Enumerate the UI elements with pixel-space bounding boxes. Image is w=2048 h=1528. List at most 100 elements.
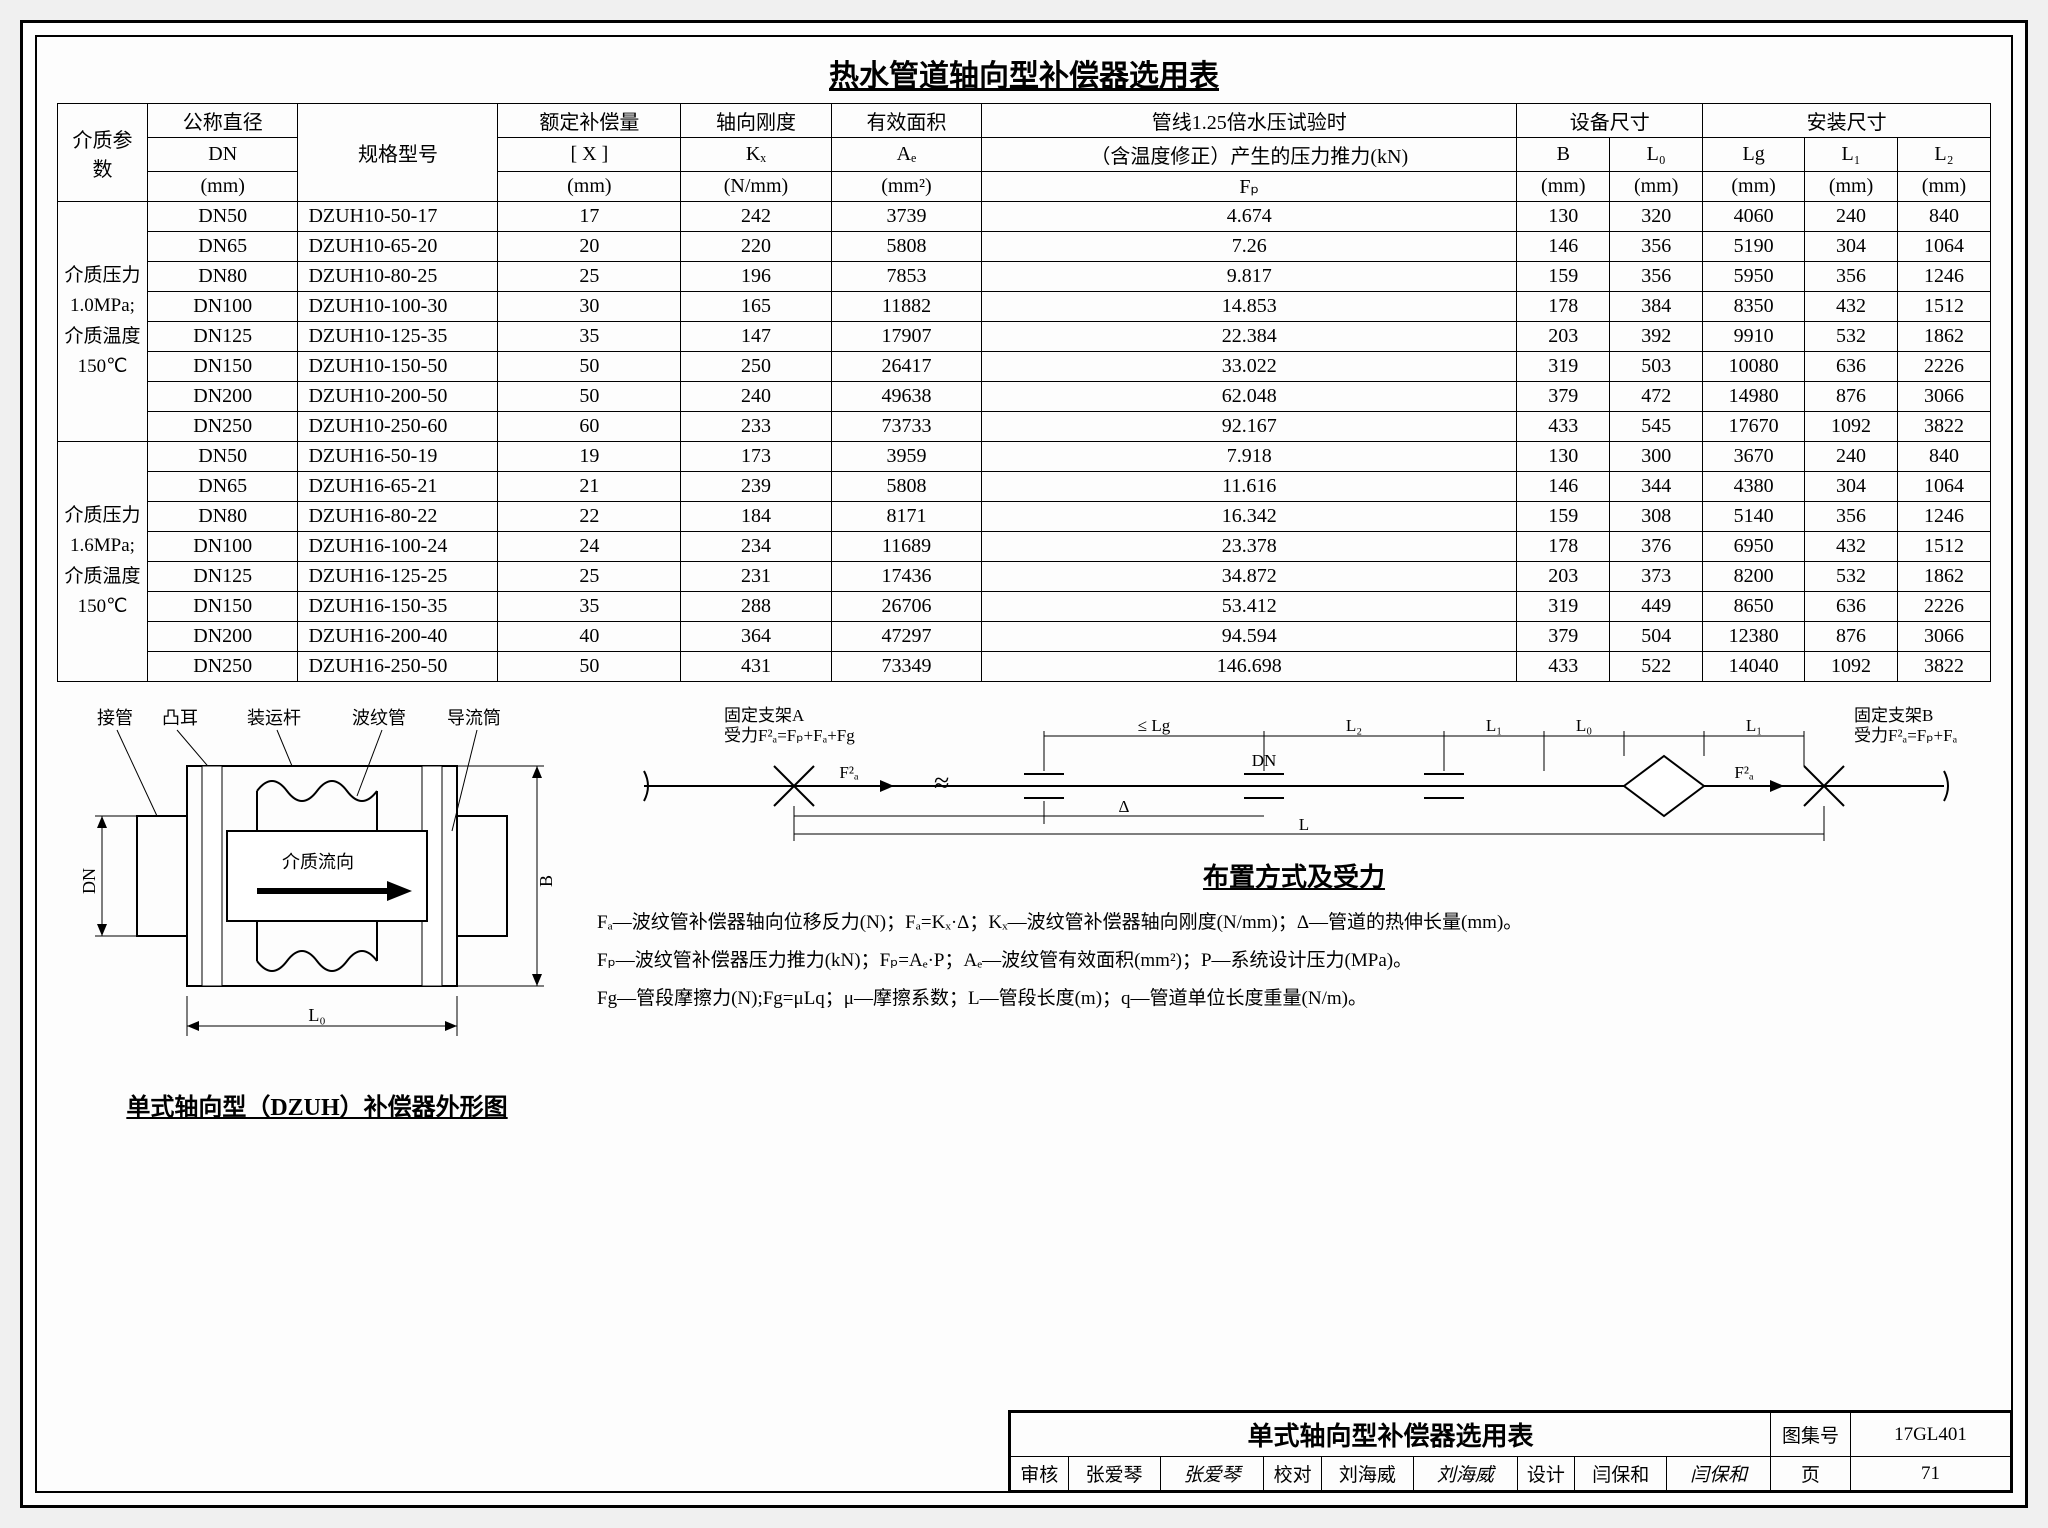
col-L0: L₀ xyxy=(1610,138,1703,172)
cell-dn: DN200 xyxy=(148,382,298,412)
tb-check: 校对 xyxy=(1264,1457,1322,1491)
cell-lg: 17670 xyxy=(1703,412,1805,442)
cell-ae: 11882 xyxy=(831,292,981,322)
cell-ae: 11689 xyxy=(831,532,981,562)
cell-l2: 1512 xyxy=(1898,532,1991,562)
svg-text:≤ Lg: ≤ Lg xyxy=(1138,716,1171,735)
cell-b: 130 xyxy=(1517,202,1610,232)
cell-fp: 146.698 xyxy=(982,652,1517,682)
cell-b: 130 xyxy=(1517,442,1610,472)
cell-kx: 147 xyxy=(681,322,831,352)
cell-l0: 308 xyxy=(1610,502,1703,532)
cell-l0: 504 xyxy=(1610,622,1703,652)
cell-model: DZUH10-150-50 xyxy=(298,352,498,382)
tb-checker: 刘海威 xyxy=(1321,1457,1413,1491)
cell-l1: 304 xyxy=(1805,472,1898,502)
cell-x: 17 xyxy=(498,202,681,232)
cell-ae: 26706 xyxy=(831,592,981,622)
col-area-unit: (mm²) xyxy=(831,172,981,202)
cell-model: DZUH10-100-30 xyxy=(298,292,498,322)
group-label: 介质压力1.0MPa;介质温度150℃ xyxy=(58,202,148,442)
tb-page: 71 xyxy=(1851,1457,2011,1491)
cell-model: DZUH16-200-40 xyxy=(298,622,498,652)
table-row: DN150DZUH10-150-50502502641733.022319503… xyxy=(58,352,1991,382)
cell-x: 50 xyxy=(498,382,681,412)
cell-dn: DN250 xyxy=(148,652,298,682)
cell-kx: 364 xyxy=(681,622,831,652)
cell-fp: 16.342 xyxy=(982,502,1517,532)
dim-L0: L₀ xyxy=(308,1005,325,1025)
cell-ae: 49638 xyxy=(831,382,981,412)
cell-l1: 876 xyxy=(1805,622,1898,652)
cell-x: 40 xyxy=(498,622,681,652)
tb-drawno-label: 图集号 xyxy=(1771,1413,1851,1457)
col-B: B xyxy=(1517,138,1610,172)
compensator-diagram: 接管 凸耳 装运杆 波纹管 导流筒 xyxy=(57,696,577,1122)
cell-fp: 53.412 xyxy=(982,592,1517,622)
cell-dn: DN80 xyxy=(148,262,298,292)
col-L2-unit: (mm) xyxy=(1898,172,1991,202)
cell-b: 379 xyxy=(1517,382,1610,412)
cell-ae: 5808 xyxy=(831,232,981,262)
cell-l2: 1862 xyxy=(1898,322,1991,352)
cell-b: 319 xyxy=(1517,352,1610,382)
tb-reviewer: 张爱琴 xyxy=(1068,1457,1160,1491)
svg-text:L: L xyxy=(1299,815,1309,834)
cell-kx: 234 xyxy=(681,532,831,562)
cell-x: 21 xyxy=(498,472,681,502)
cell-x: 22 xyxy=(498,502,681,532)
cell-model: DZUH10-65-20 xyxy=(298,232,498,262)
cell-kx: 240 xyxy=(681,382,831,412)
cell-model: DZUH10-250-60 xyxy=(298,412,498,442)
svg-text:≈: ≈ xyxy=(934,768,949,799)
tb-main: 单式轴向型补偿器选用表 xyxy=(1011,1413,1771,1457)
col-L0-unit: (mm) xyxy=(1610,172,1703,202)
cell-dn: DN150 xyxy=(148,352,298,382)
cell-l0: 392 xyxy=(1610,322,1703,352)
col-L2: L₂ xyxy=(1898,138,1991,172)
layout-diagram: F²ₐ ≈ F²ₐ xyxy=(597,696,1991,846)
page-title: 热水管道轴向型补偿器选用表 xyxy=(57,51,1991,95)
diagram-caption: 单式轴向型（DZUH）补偿器外形图 xyxy=(57,1087,577,1122)
cell-l2: 1246 xyxy=(1898,262,1991,292)
tb-designer-sig: 闫保和 xyxy=(1667,1457,1771,1491)
cell-ae: 47297 xyxy=(831,622,981,652)
cell-lg: 6950 xyxy=(1703,532,1805,562)
table-row: DN150DZUH16-150-35352882670653.412319449… xyxy=(58,592,1991,622)
table-row: 介质压力1.6MPa;介质温度150℃DN50DZUH16-50-1919173… xyxy=(58,442,1991,472)
cell-dn: DN125 xyxy=(148,562,298,592)
cell-l0: 472 xyxy=(1610,382,1703,412)
cell-ae: 8171 xyxy=(831,502,981,532)
col-model: 规格型号 xyxy=(298,104,498,202)
cell-dn: DN50 xyxy=(148,202,298,232)
cell-l1: 356 xyxy=(1805,502,1898,532)
cell-lg: 8350 xyxy=(1703,292,1805,322)
svg-text:L₀: L₀ xyxy=(1576,716,1592,735)
cell-model: DZUH16-100-24 xyxy=(298,532,498,562)
cell-kx: 173 xyxy=(681,442,831,472)
cell-b: 319 xyxy=(1517,592,1610,622)
cell-l2: 3066 xyxy=(1898,382,1991,412)
table-row: DN125DZUH16-125-25252311743634.872203373… xyxy=(58,562,1991,592)
cell-model: DZUH16-65-21 xyxy=(298,472,498,502)
cell-kx: 250 xyxy=(681,352,831,382)
cell-ae: 3959 xyxy=(831,442,981,472)
cell-fp: 33.022 xyxy=(982,352,1517,382)
cell-kx: 184 xyxy=(681,502,831,532)
cell-l1: 1092 xyxy=(1805,412,1898,442)
tb-reviewer-sig: 张爱琴 xyxy=(1160,1457,1264,1491)
tb-checker-sig: 刘海威 xyxy=(1413,1457,1517,1491)
cell-kx: 196 xyxy=(681,262,831,292)
table-row: DN100DZUH10-100-30301651188214.853178384… xyxy=(58,292,1991,322)
cell-model: DZUH16-50-19 xyxy=(298,442,498,472)
cell-lg: 8650 xyxy=(1703,592,1805,622)
cell-kx: 239 xyxy=(681,472,831,502)
cell-l2: 840 xyxy=(1898,202,1991,232)
tb-drawno: 17GL401 xyxy=(1851,1413,2011,1457)
cell-l1: 876 xyxy=(1805,382,1898,412)
cell-model: DZUH10-80-25 xyxy=(298,262,498,292)
dim-B: B xyxy=(536,875,556,887)
cell-l0: 344 xyxy=(1610,472,1703,502)
formula-1: Fₐ—波纹管补偿器轴向位移反力(N)；Fₐ=Kₓ·Δ；Kₓ—波纹管补偿器轴向刚度… xyxy=(597,904,1991,942)
cell-ae: 73349 xyxy=(831,652,981,682)
